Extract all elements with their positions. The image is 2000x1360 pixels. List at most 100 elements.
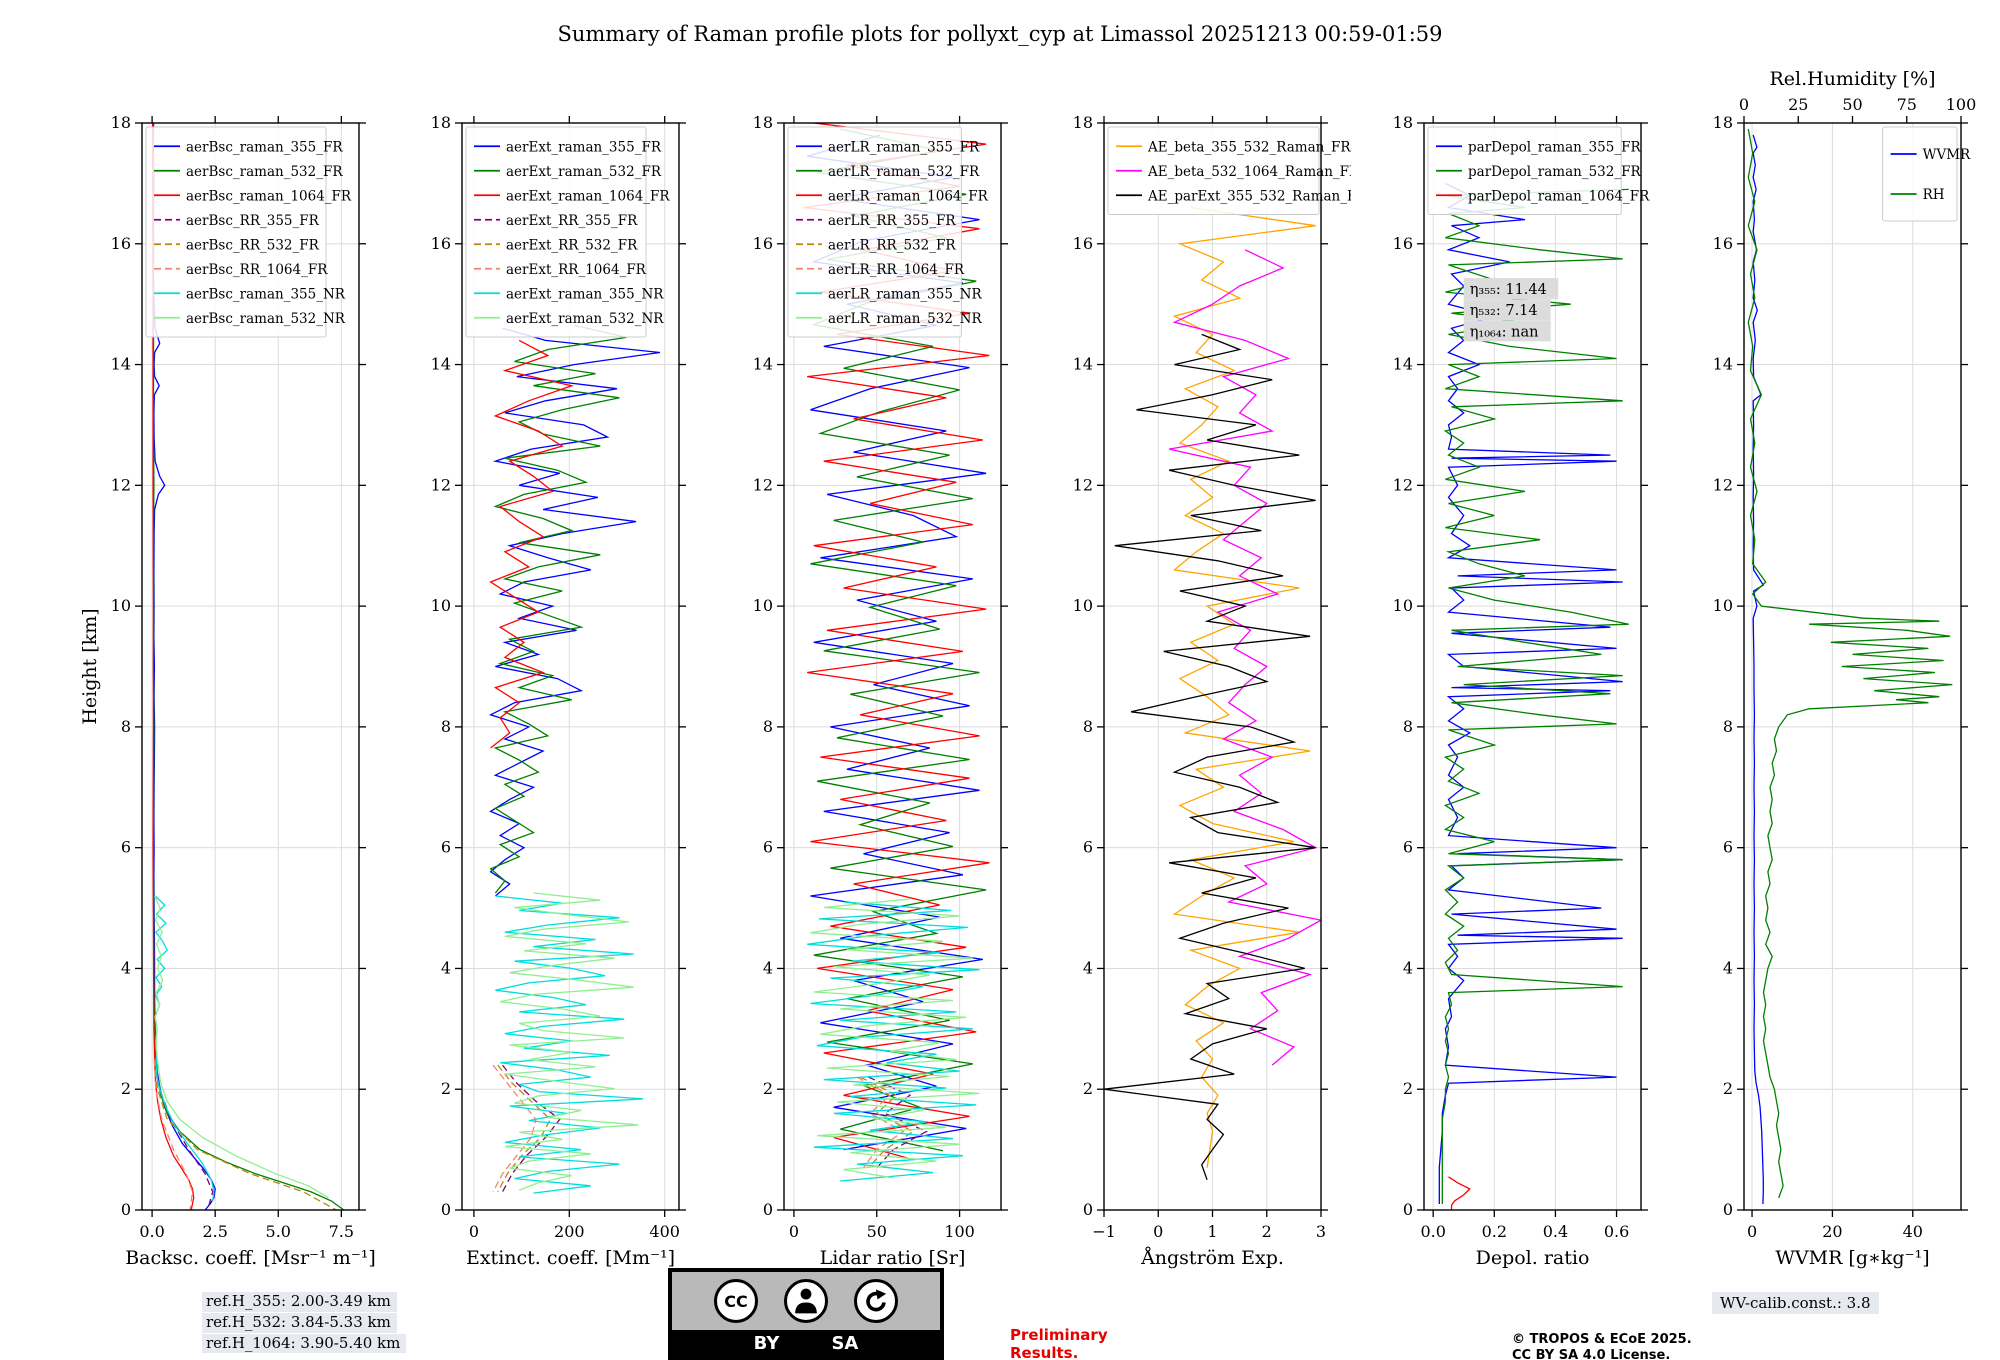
svg-text:AE_beta_532_1064_Raman_FR: AE_beta_532_1064_Raman_FR: [1147, 164, 1351, 180]
svg-text:25: 25: [1788, 95, 1808, 114]
svg-text:8: 8: [1723, 717, 1733, 736]
svg-text:7.5: 7.5: [329, 1222, 354, 1241]
svg-text:8: 8: [1403, 717, 1413, 736]
svg-text:aerExt_raman_355_NR: aerExt_raman_355_NR: [506, 286, 664, 302]
svg-text:12: 12: [431, 475, 451, 494]
svg-text:12: 12: [1073, 475, 1093, 494]
svg-text:parDepol_raman_1064_FR: parDepol_raman_1064_FR: [1468, 188, 1650, 204]
panel-extinction: 0 2 4 6 8 10 12 14 16 18 0 200 400 Extinct. coeff. [M…: [400, 56, 709, 1320]
cc-badge-bar: BY SA: [672, 1330, 940, 1356]
svg-text:Backsc. coeff. [Msr⁻¹ m⁻¹]: Backsc. coeff. [Msr⁻¹ m⁻¹]: [125, 1247, 376, 1269]
svg-text:aerBsc_raman_1064_FR: aerBsc_raman_1064_FR: [186, 188, 352, 204]
svg-text:aerBsc_raman_532_FR: aerBsc_raman_532_FR: [186, 164, 343, 180]
svg-text:aerExt_RR_1064_FR: aerExt_RR_1064_FR: [506, 262, 647, 278]
svg-text:8: 8: [763, 717, 773, 736]
svg-text:14: 14: [431, 355, 451, 374]
svg-text:2: 2: [1262, 1222, 1272, 1241]
figure-title: Summary of Raman profile plots for polly…: [557, 22, 1443, 46]
svg-text:WVMR [g∗kg⁻¹]: WVMR [g∗kg⁻¹]: [1775, 1247, 1929, 1269]
svg-text:aerBsc_RR_1064_FR: aerBsc_RR_1064_FR: [186, 262, 328, 278]
svg-text:Rel.Humidity [%]: Rel.Humidity [%]: [1769, 68, 1935, 90]
cc-by-sa-badge: CC BY SA: [668, 1268, 944, 1360]
svg-text:20: 20: [1822, 1222, 1842, 1241]
svg-text:4: 4: [763, 958, 773, 977]
svg-text:14: 14: [1713, 355, 1733, 374]
svg-text:0: 0: [1153, 1222, 1163, 1241]
svg-text:18: 18: [1713, 113, 1733, 132]
svg-text:0: 0: [1403, 1200, 1413, 1219]
svg-text:aerBsc_raman_532_NR: aerBsc_raman_532_NR: [186, 311, 346, 327]
svg-text:12: 12: [1393, 475, 1413, 494]
svg-text:10: 10: [1073, 596, 1093, 615]
svg-text:50: 50: [867, 1222, 887, 1241]
svg-text:4: 4: [1403, 958, 1413, 977]
svg-text:η₃₅₅: 11.44: η₃₅₅: 11.44: [1470, 282, 1547, 298]
svg-text:aerBsc_raman_355_NR: aerBsc_raman_355_NR: [186, 286, 346, 302]
svg-text:16: 16: [111, 234, 131, 253]
wv-calib-note: WV-calib.const.: 3.8: [1712, 1292, 1879, 1314]
cc-icon: CC: [714, 1279, 758, 1323]
copyright-note: © TROPOS & ECoE 2025. CC BY SA 4.0 Licen…: [1512, 1332, 1692, 1360]
svg-text:6: 6: [1403, 838, 1413, 857]
svg-text:40: 40: [1903, 1222, 1923, 1241]
svg-text:aerLR_RR_355_FR: aerLR_RR_355_FR: [828, 213, 956, 229]
svg-text:aerLR_RR_532_FR: aerLR_RR_532_FR: [828, 237, 956, 253]
svg-text:aerLR_raman_532_FR: aerLR_raman_532_FR: [828, 164, 980, 180]
svg-text:14: 14: [1393, 355, 1413, 374]
svg-text:16: 16: [1713, 234, 1733, 253]
svg-text:aerLR_raman_532_NR: aerLR_raman_532_NR: [828, 311, 982, 327]
svg-text:0: 0: [121, 1200, 131, 1219]
svg-text:0: 0: [789, 1222, 799, 1241]
svg-text:18: 18: [1073, 113, 1093, 132]
lidar-ratio-chart: 0 2 4 6 8 10 12 14 16 18 0 50 100 Lidar ratio [Sr] aer…: [753, 113, 1008, 1269]
svg-text:η₁₀₆₄: nan: η₁₀₆₄: nan: [1470, 324, 1539, 340]
svg-text:aerLR_RR_1064_FR: aerLR_RR_1064_FR: [828, 262, 965, 278]
svg-text:Lidar ratio [Sr]: Lidar ratio [Sr]: [820, 1247, 966, 1269]
svg-text:0: 0: [1083, 1200, 1093, 1219]
ref-height-1064: ref.H_1064: 3.90-5.40 km: [202, 1333, 407, 1354]
svg-text:100: 100: [1946, 95, 1977, 114]
svg-text:4: 4: [121, 958, 131, 977]
svg-text:18: 18: [111, 113, 131, 132]
svg-text:aerLR_raman_355_FR: aerLR_raman_355_FR: [828, 139, 980, 155]
svg-text:6: 6: [121, 838, 131, 857]
svg-text:aerBsc_RR_532_FR: aerBsc_RR_532_FR: [186, 237, 320, 253]
svg-text:6: 6: [441, 838, 451, 857]
svg-text:2: 2: [763, 1079, 773, 1098]
svg-text:400: 400: [649, 1222, 680, 1241]
svg-text:0: 0: [763, 1200, 773, 1219]
svg-text:2: 2: [441, 1079, 451, 1098]
svg-text:1: 1: [1207, 1222, 1217, 1241]
svg-text:aerExt_raman_355_FR: aerExt_raman_355_FR: [506, 139, 662, 155]
svg-text:8: 8: [121, 717, 131, 736]
reference-heights-note: ref.H_355: 2.00-3.49 km ref.H_532: 3.84-…: [202, 1292, 407, 1354]
ref-height-532: ref.H_532: 3.84-5.33 km: [202, 1312, 397, 1333]
cc-by-label: BY: [753, 1332, 780, 1354]
svg-text:200: 200: [554, 1222, 585, 1241]
svg-text:2.5: 2.5: [202, 1222, 227, 1241]
svg-text:4: 4: [441, 958, 451, 977]
svg-text:0: 0: [441, 1200, 451, 1219]
extinction-chart: 0 2 4 6 8 10 12 14 16 18 0 200 400 Extinct. coeff. [M…: [431, 113, 686, 1269]
svg-text:16: 16: [1393, 234, 1413, 253]
panel-depol: 0 2 4 6 8 10 12 14 16 18 0.0 0.2 0.4 0.6 Depol. ratio η…: [1362, 56, 1671, 1320]
svg-text:10: 10: [753, 596, 773, 615]
wvmr-chart: 0 2 4 6 8 10 12 14 16 18 0 20 40 0 25 50 75 100 Rel.Humidi…: [1713, 68, 1977, 1269]
svg-text:10: 10: [1393, 596, 1413, 615]
svg-text:50: 50: [1842, 95, 1862, 114]
svg-text:4: 4: [1723, 958, 1733, 977]
svg-text:aerExt_raman_532_FR: aerExt_raman_532_FR: [506, 164, 662, 180]
svg-text:8: 8: [1083, 717, 1093, 736]
svg-text:2: 2: [1403, 1079, 1413, 1098]
cc-sa-label: SA: [831, 1332, 859, 1354]
copyright-line1: © TROPOS & ECoE 2025.: [1512, 1332, 1692, 1347]
panel-backscatter: 0 2 4 6 8 10 12 14 16 18 0.0 2.5 5.0 7.5 Backsc. coeff…: [80, 56, 389, 1320]
svg-text:2: 2: [1723, 1079, 1733, 1098]
svg-text:aerExt_raman_532_NR: aerExt_raman_532_NR: [506, 311, 664, 327]
svg-text:0.2: 0.2: [1482, 1222, 1507, 1241]
svg-text:0.6: 0.6: [1604, 1222, 1629, 1241]
svg-text:10: 10: [1713, 596, 1733, 615]
svg-text:75: 75: [1897, 95, 1917, 114]
